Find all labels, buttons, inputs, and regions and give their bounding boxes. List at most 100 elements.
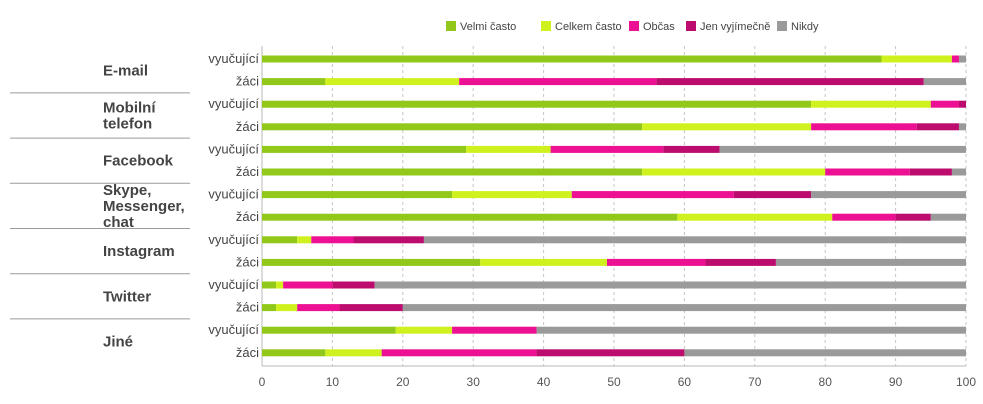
x-tick-label-50: 50 [607,375,621,389]
x-tick-label-90: 90 [889,375,903,389]
bar-instagram-vyucujici-obcas [311,236,354,244]
row-label-instagram-zaci: žáci [236,254,259,269]
legend-swatch-jen-vyjimecne [686,21,696,31]
bar-mobilni-telefon-zaci-jen-vyjimecne [916,123,959,131]
bar-mobilni-telefon-zaci-nikdy [958,123,966,131]
bar-e-mail-vyucujici-velmi-casto [262,55,882,63]
bar-instagram-vyucujici-jen-vyjimecne [353,236,424,244]
bar-mobilni-telefon-vyucujici-jen-vyjimecne [958,100,966,108]
x-tick-label-100: 100 [956,375,976,389]
legend-label-celkem-casto: Celkem často [555,21,622,33]
bar-twitter-zaci-celkem-casto [276,304,298,312]
bar-facebook-zaci-nikdy [951,168,966,176]
bar-e-mail-zaci-celkem-casto [325,78,460,86]
bar-skype-messenger-chat-vyucujici-obcas [571,191,734,199]
x-tick-label-60: 60 [678,375,692,389]
x-tick-label-30: 30 [467,375,481,389]
legend-label-velmi-casto: Velmi často [460,21,516,33]
bar-mobilni-telefon-vyucujici-velmi-casto [262,100,812,108]
bar-mobilni-telefon-zaci-velmi-casto [262,123,643,131]
bar-instagram-zaci-celkem-casto [480,258,607,266]
bar-e-mail-zaci-jen-vyjimecne [656,78,924,86]
bar-facebook-vyucujici-celkem-casto [466,145,551,153]
bar-instagram-vyucujici-nikdy [423,236,966,244]
bar-facebook-vyucujici-jen-vyjimecne [663,145,720,153]
bar-instagram-zaci-jen-vyjimecne [705,258,776,266]
bar-jine-zaci-jen-vyjimecne [536,349,685,357]
bar-jine-zaci-obcas [381,349,537,357]
bar-skype-messenger-chat-vyucujici-celkem-casto [452,191,572,199]
group-label-e-mail: E-mail [103,62,148,79]
bar-facebook-zaci-jen-vyjimecne [909,168,952,176]
row-label-twitter-zaci: žáci [236,300,259,315]
x-axis: 0 10 20 30 40 50 60 70 80 90 100 [259,365,976,389]
row-label-jine-vyucujici: vyučující [208,322,259,337]
row-label-mobilni-telefon-vyucujici: vyučující [208,96,259,111]
group-label-instagram: Instagram [103,243,175,260]
bar-skype-messenger-chat-vyucujici-velmi-casto [262,191,453,199]
bar-skype-messenger-chat-zaci-nikdy [930,213,966,221]
x-tick-label-0: 0 [259,375,266,389]
bar-mobilni-telefon-zaci-celkem-casto [642,123,812,131]
bar-twitter-zaci-nikdy [402,304,966,312]
grid-lines [261,46,967,366]
bar-e-mail-zaci-nikdy [923,78,966,86]
legend-swatch-velmi-casto [446,21,456,31]
bar-instagram-zaci-velmi-casto [262,258,481,266]
row-label-instagram-vyucujici: vyučující [208,232,259,247]
x-tick-label-70: 70 [748,375,762,389]
x-tick-label-80: 80 [819,375,833,389]
bar-twitter-zaci-velmi-casto [262,304,277,312]
bar-twitter-vyucujici-celkem-casto [276,281,284,289]
bar-twitter-vyucujici-nikdy [374,281,966,289]
bar-skype-messenger-chat-vyucujici-jen-vyjimecne [733,191,812,199]
row-label-e-mail-zaci: žáci [236,74,259,89]
bar-jine-vyucujici-obcas [452,326,537,334]
bar-jine-zaci-celkem-casto [325,349,382,357]
legend-swatch-obcas [629,21,639,31]
legend-label-nikdy: Nikdy [791,21,819,33]
bar-instagram-zaci-obcas [606,258,706,266]
row-label-skype-messenger-chat-vyucujici: vyučující [208,187,259,202]
bar-mobilni-telefon-vyucujici-celkem-casto [811,100,931,108]
bar-twitter-vyucujici-obcas [283,281,333,289]
bar-e-mail-vyucujici-nikdy [958,55,966,63]
group-label-twitter: Twitter [103,288,151,305]
row-label-mobilni-telefon-zaci: žáci [236,119,259,134]
legend-label-obcas: Občas [643,21,675,33]
row-label-jine-zaci: žáci [236,345,259,360]
bar-facebook-zaci-celkem-casto [642,168,826,176]
bar-jine-vyucujici-celkem-casto [395,326,453,334]
bar-skype-messenger-chat-zaci-jen-vyjimecne [895,213,931,221]
bar-twitter-vyucujici-velmi-casto [262,281,277,289]
bar-jine-vyucujici-nikdy [536,326,966,334]
bars-layer [262,55,966,357]
legend-swatch-nikdy [777,21,787,31]
bar-instagram-vyucujici-celkem-casto [297,236,312,244]
bar-facebook-vyucujici-velmi-casto [262,145,467,153]
bar-skype-messenger-chat-zaci-obcas [832,213,896,221]
bar-instagram-zaci-nikdy [775,258,966,266]
bar-e-mail-vyucujici-obcas [951,55,959,63]
legend-swatch-celkem-casto [541,21,551,31]
bar-mobilni-telefon-zaci-obcas [811,123,917,131]
bar-jine-vyucujici-velmi-casto [262,326,396,334]
bar-facebook-zaci-velmi-casto [262,168,643,176]
legend-label-jen-vyjimecne: Jen vyjímečně [700,21,770,33]
row-label-skype-messenger-chat-zaci: žáci [236,209,259,224]
row-label-twitter-vyucujici: vyučující [208,277,259,292]
group-label-mobilni-telefon: Mobilní telefon [103,100,156,133]
group-label-facebook: Facebook [103,153,174,170]
x-tick-label-20: 20 [396,375,410,389]
bar-twitter-zaci-obcas [297,304,340,312]
bar-skype-messenger-chat-zaci-celkem-casto [677,213,833,221]
bar-mobilni-telefon-vyucujici-obcas [930,100,959,108]
chart-legend: Velmi často Celkem často Občas Jen vyjímečn… [446,21,819,33]
bar-e-mail-zaci-obcas [459,78,657,86]
x-tick-label-40: 40 [537,375,551,389]
x-tick-label-10: 10 [326,375,340,389]
bar-skype-messenger-chat-vyucujici-nikdy [811,191,966,199]
bar-jine-zaci-velmi-casto [262,349,326,357]
bar-twitter-vyucujici-jen-vyjimecne [332,281,375,289]
